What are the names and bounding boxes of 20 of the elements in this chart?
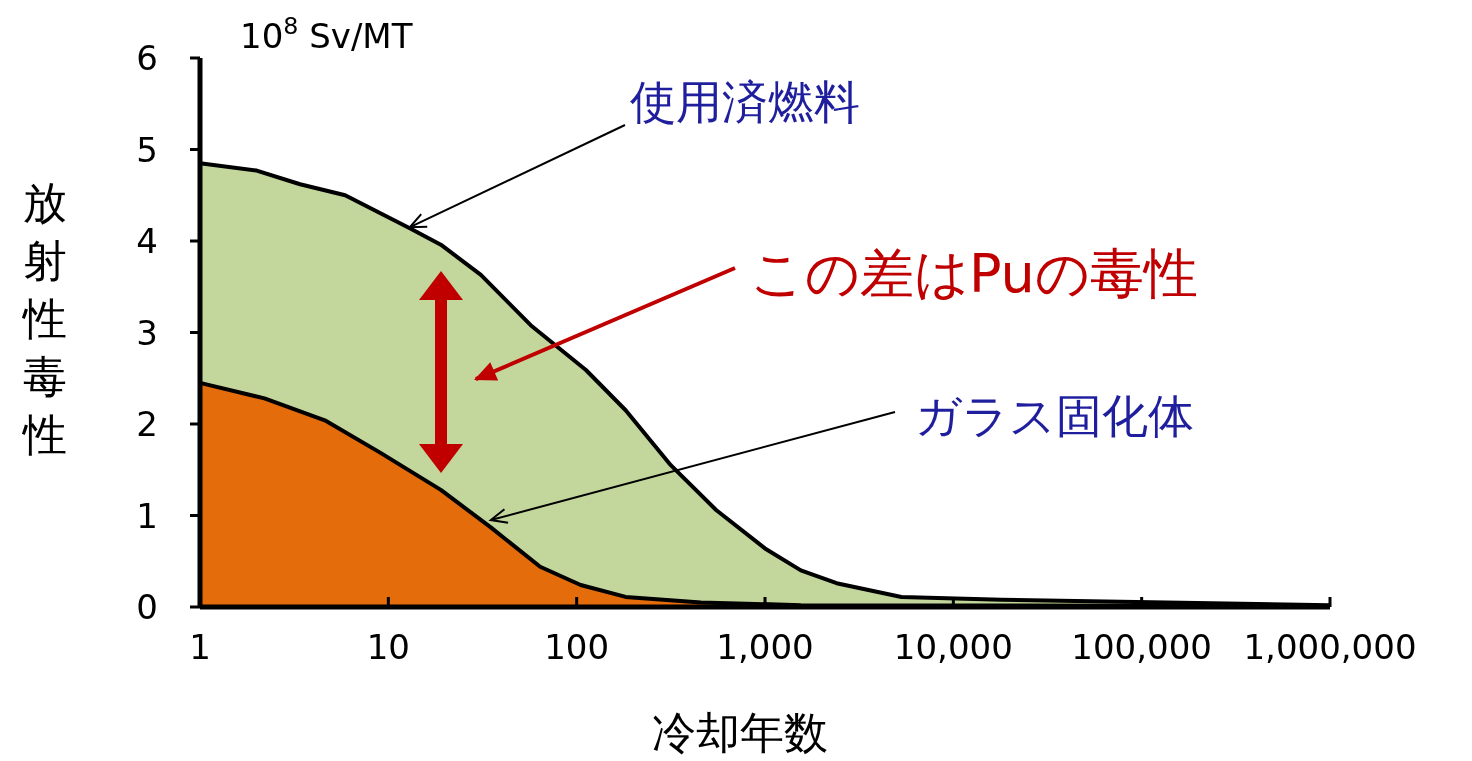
x-tick-label: 100: [544, 627, 610, 667]
x-axis-title: 冷却年数: [652, 707, 828, 758]
y-tick-label: 1: [136, 495, 158, 536]
annotation: この差はPuの毒性: [750, 242, 1198, 305]
x-tick-label: 10: [366, 627, 410, 667]
x-tick-label: 100,000: [1071, 627, 1212, 667]
x-tick-label: 1,000: [716, 627, 814, 667]
x-tick-label: 1,000,000: [1243, 627, 1417, 667]
y-tick-label: 5: [136, 129, 158, 170]
annotation: 使用済燃料: [630, 75, 860, 129]
y-tick-label: 0: [136, 587, 158, 627]
y-tick-label: 3: [136, 312, 158, 353]
text: 10$^{8}$ Sv/MT: [240, 12, 413, 56]
y-tick-label: 6: [136, 38, 158, 78]
x-tick-label: 1: [189, 627, 211, 667]
y-tick-label: 2: [136, 404, 158, 444]
annotation: ガラス固化体: [915, 389, 1194, 443]
y-tick-label: 4: [136, 221, 158, 261]
x-tick-label: 10,000: [893, 627, 1013, 667]
y-axis-title: 放射性毒性: [21, 177, 67, 460]
